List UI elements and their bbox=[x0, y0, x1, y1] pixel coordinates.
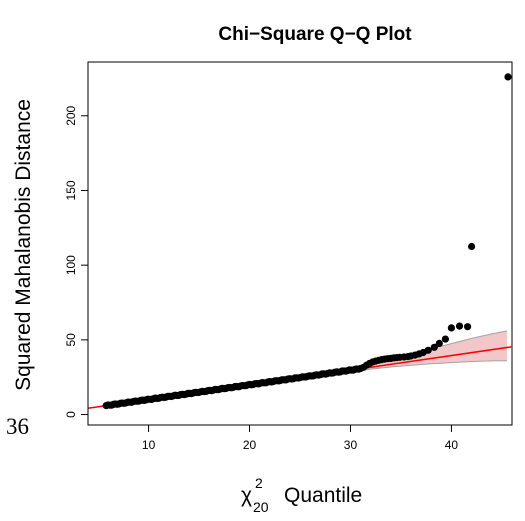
y-tick-label: 0 bbox=[64, 411, 78, 418]
data-point bbox=[468, 242, 476, 251]
data-point bbox=[504, 73, 512, 81]
chart-title: Chi−Square Q−Q Plot bbox=[218, 24, 412, 45]
x-axis-label-subscript: 20 bbox=[253, 499, 269, 515]
x-tick-label: 10 bbox=[142, 438, 156, 452]
x-axis-label-symbol: χ bbox=[241, 484, 252, 507]
data-point bbox=[424, 346, 432, 354]
data-point bbox=[447, 324, 455, 332]
data-point bbox=[455, 322, 464, 330]
y-axis-label: Squared Mahalanobis Distance bbox=[12, 99, 35, 391]
data-point bbox=[435, 339, 443, 347]
x-axis-label-text: Quantile bbox=[284, 484, 362, 507]
data-point bbox=[430, 343, 438, 351]
y-tick-label: 150 bbox=[64, 180, 78, 200]
data-point bbox=[464, 323, 472, 331]
x-axis: 10 20 30 40 bbox=[142, 424, 459, 452]
x-tick-label: 20 bbox=[243, 438, 257, 452]
y-tick-label: 100 bbox=[64, 255, 78, 275]
y-tick-label: 50 bbox=[64, 333, 78, 347]
y-tick-label: 200 bbox=[64, 105, 78, 125]
x-tick-label: 40 bbox=[445, 438, 459, 452]
y-axis: 0 50 100 150 200 bbox=[64, 105, 89, 418]
x-tick-label: 30 bbox=[344, 438, 358, 452]
stray-label: 36 bbox=[6, 414, 29, 439]
data-point bbox=[441, 335, 449, 343]
points-layer bbox=[102, 73, 512, 410]
plot-frame bbox=[87, 61, 513, 426]
x-axis-label: χ 2 20 Quantile bbox=[241, 475, 362, 515]
x-axis-label-superscript: 2 bbox=[255, 475, 263, 491]
